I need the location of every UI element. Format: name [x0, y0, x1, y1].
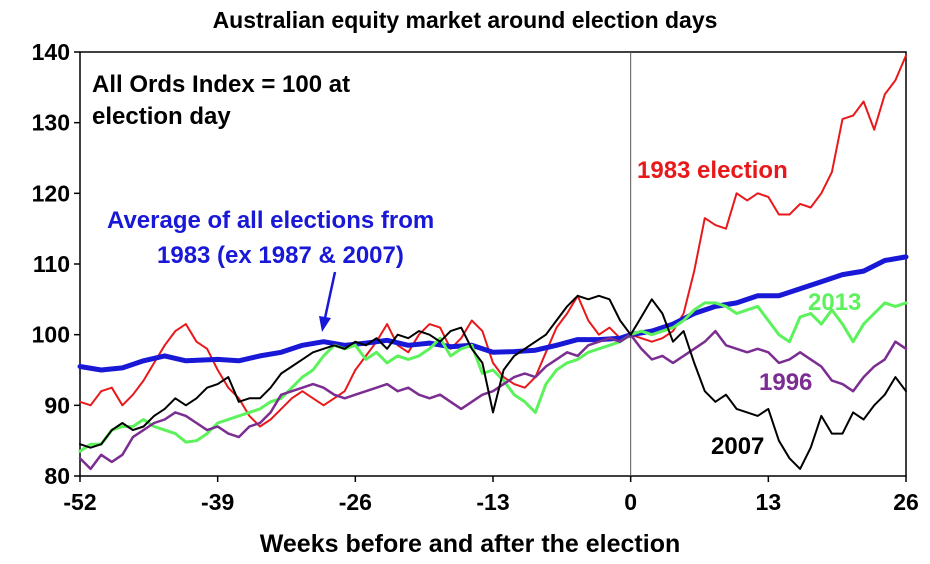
- series-line-1996: [78, 329, 908, 471]
- x-tick-label: 26: [893, 489, 919, 515]
- x-tick-label: -52: [63, 489, 96, 515]
- series-lines: [77, 54, 909, 471]
- chart-note-line-2: election day: [92, 103, 231, 130]
- label-1996: 1996: [759, 369, 812, 396]
- label-average-line-1: Average of all elections from: [107, 207, 434, 234]
- series-line-1983-election: [79, 54, 907, 428]
- y-tick-label: 110: [33, 251, 70, 277]
- label-2007: 2007: [711, 433, 764, 460]
- y-tick-label: 120: [32, 180, 70, 206]
- label-1983-election: 1983 election: [637, 157, 788, 184]
- y-tick-label: 100: [32, 322, 70, 348]
- y-tick-label: 130: [32, 110, 70, 136]
- y-tick-label: 80: [44, 463, 70, 489]
- x-tick-label: 0: [624, 489, 637, 515]
- x-tick-label: -13: [476, 489, 509, 515]
- series-line-average-of-all-elections-from-1983-ex-1987-2007: [77, 254, 909, 373]
- y-tick-label: 140: [32, 39, 70, 65]
- series-line-2013: [78, 301, 908, 453]
- chart-title: Australian equity market around election…: [213, 7, 718, 33]
- x-tick-label: 13: [756, 489, 782, 515]
- axes: 80 90 100 110 120 130 140 -52 -39 -26 -13 0 13 26: [32, 39, 919, 515]
- average-arrow: [319, 271, 337, 332]
- x-axis-label: Weeks before and after the election: [260, 530, 681, 558]
- x-tick-label: -26: [339, 489, 372, 515]
- label-average-line-2: 1983 (ex 1987 & 2007): [157, 242, 404, 269]
- series-line-2007: [79, 294, 907, 470]
- x-tick-label: -39: [201, 489, 234, 515]
- chart-note-line-1: All Ords Index = 100 at: [92, 71, 350, 98]
- y-tick-label: 90: [44, 392, 70, 418]
- label-2013: 2013: [808, 289, 861, 316]
